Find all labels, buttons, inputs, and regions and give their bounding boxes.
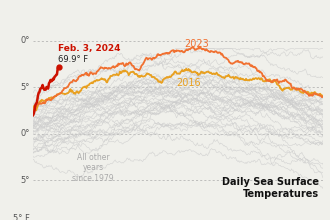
Text: 5°: 5°	[20, 83, 30, 92]
Text: 5°: 5°	[20, 176, 30, 185]
Text: 0°: 0°	[20, 129, 30, 138]
Text: 5° F: 5° F	[13, 214, 30, 220]
Text: Daily Sea Surface
Temperatures: Daily Sea Surface Temperatures	[222, 177, 318, 199]
Text: 2023: 2023	[184, 39, 209, 49]
Text: 2016: 2016	[177, 78, 201, 88]
Text: Feb. 3, 2024: Feb. 3, 2024	[58, 44, 120, 53]
Text: 0°: 0°	[20, 36, 30, 45]
Text: All other
years
since 1979: All other years since 1979	[72, 153, 114, 183]
Text: 69.9° F: 69.9° F	[58, 55, 88, 64]
